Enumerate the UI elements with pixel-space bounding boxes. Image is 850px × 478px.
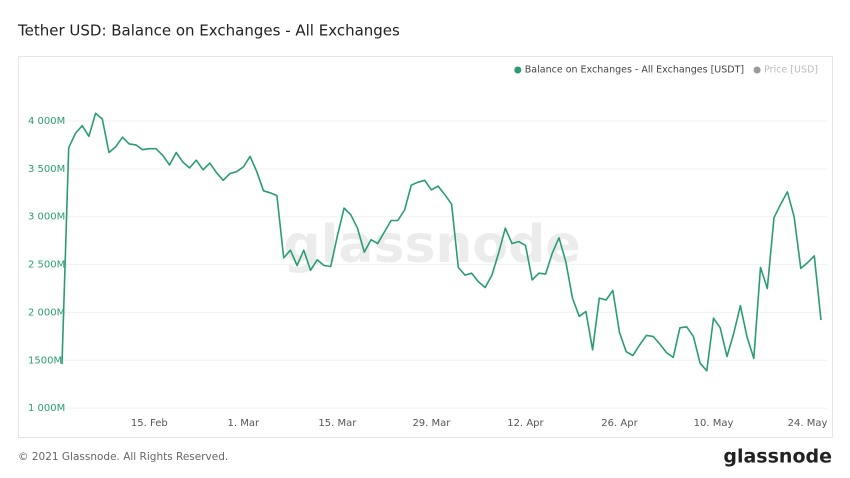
- y-tick-label: 1500M: [28, 355, 62, 366]
- footer: © 2021 Glassnode. All Rights Reserved.: [18, 451, 228, 463]
- y-tick-label: 4 000M: [28, 116, 65, 127]
- x-tick-label: 10. May: [694, 418, 734, 429]
- x-tick-label: 12. Apr: [507, 418, 544, 429]
- legend-marker: [514, 66, 522, 74]
- x-tick-label: 15. Feb: [131, 418, 168, 429]
- x-tick-label: 26. Apr: [601, 418, 638, 429]
- y-tick-label: 2 000M: [28, 307, 65, 318]
- x-tick-label: 29. Mar: [412, 418, 451, 429]
- legend-marker: [753, 66, 761, 74]
- y-tick-label: 2 500M: [28, 260, 65, 271]
- chart-title: Tether USD: Balance on Exchanges - All E…: [17, 22, 400, 40]
- x-tick-label: 1. Mar: [228, 418, 260, 429]
- chart-frame: [18, 56, 833, 438]
- x-tick-label: 15. Mar: [318, 418, 357, 429]
- y-tick-label: 1 000M: [28, 403, 65, 414]
- y-tick-label: 3 500M: [28, 164, 65, 175]
- logo: glassnode: [723, 446, 832, 468]
- y-tick-label: 3 000M: [28, 212, 65, 223]
- data-line: [61, 112, 822, 372]
- x-tick-label: 24. May: [788, 418, 828, 429]
- legend-label: Balance on Exchanges - All Exchanges [US…: [525, 65, 744, 76]
- legend-label: Price [USD]: [764, 65, 818, 76]
